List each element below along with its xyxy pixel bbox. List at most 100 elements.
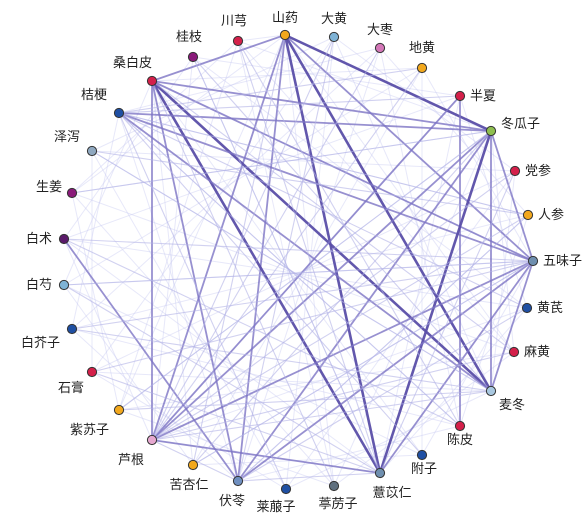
node-label-baishao: 白芍 <box>26 277 52 293</box>
edge-sangbaipi-maidong <box>151 80 492 392</box>
edge-chenpi-baizhu <box>63 238 461 427</box>
node-label-zexie: 泽泻 <box>54 130 80 145</box>
edge-shanyao-yiyiren <box>283 34 382 474</box>
faint-edge <box>71 112 120 330</box>
edge-renshen-lugen <box>151 214 529 441</box>
faint-edge <box>421 67 534 262</box>
node-label-sangbaipi: 桑白皮 <box>113 55 152 71</box>
edge-sangbaipi-dongguazi <box>151 80 492 132</box>
node-label-shanyao: 山药 <box>272 11 298 26</box>
edge-shanyao-maidong <box>283 34 493 392</box>
faint-edge <box>91 36 335 152</box>
edge-baizhu-fuling <box>63 238 239 482</box>
faint-edge <box>91 36 335 373</box>
edge-baishao-wuweizi <box>63 260 534 286</box>
faint-edge <box>71 328 239 482</box>
edge-baijiezi-wuweizi <box>71 260 534 330</box>
edge-shanyao-sangbaipi <box>151 34 286 82</box>
node-huangqi[interactable] <box>521 302 533 314</box>
edge-wuweizi-maidong <box>490 260 534 392</box>
faint-edge <box>490 170 516 392</box>
edge-dahuang-fuling <box>237 36 335 482</box>
faint-edge <box>63 80 153 286</box>
edge-dongguazi-lugen <box>151 130 492 441</box>
node-sangbaipi[interactable] <box>146 75 158 87</box>
node-label-baizhu: 白术 <box>26 231 52 247</box>
edge-jiegeng-maidong <box>118 112 492 392</box>
node-banxia[interactable] <box>454 90 466 102</box>
node-guizhi[interactable] <box>187 51 199 63</box>
faint-edge <box>118 409 335 487</box>
edge-kuxingren-dongguazi <box>192 130 492 466</box>
node-dongguazi[interactable] <box>485 125 497 137</box>
node-label-mahuang: 麻黄 <box>524 345 550 360</box>
node-jiegeng[interactable] <box>113 107 125 119</box>
node-shanyao[interactable] <box>279 29 291 41</box>
node-shengjiang[interactable] <box>66 187 78 199</box>
edge-shanyao-lugen <box>151 34 286 441</box>
node-baishao[interactable] <box>58 279 70 291</box>
faint-edge <box>63 238 381 474</box>
node-zexie[interactable] <box>86 145 98 157</box>
node-dangshen[interactable] <box>509 165 521 177</box>
faint-edge <box>91 150 516 172</box>
edge-yiyiren-lugen <box>151 439 381 474</box>
node-dihuang[interactable] <box>416 62 428 74</box>
faint-edge <box>192 454 423 466</box>
node-label-dangshen: 党参 <box>525 163 551 179</box>
node-laifuzi[interactable] <box>280 483 292 495</box>
node-zisuzi[interactable] <box>113 404 125 416</box>
edge-jiegeng-wuweizi <box>118 112 534 262</box>
edge-wuweizi-yiyiren <box>379 260 534 474</box>
node-label-lugen: 芦根 <box>118 453 144 468</box>
faint-edge <box>333 36 492 392</box>
node-baijiezi[interactable] <box>66 323 78 335</box>
faint-edge <box>63 67 423 286</box>
edge-zexie-renshen <box>91 150 529 216</box>
edge-chuanxiong-yiyiren <box>237 40 381 474</box>
node-chenpi[interactable] <box>454 420 466 432</box>
node-renshen[interactable] <box>522 209 534 221</box>
node-fuling[interactable] <box>232 475 244 487</box>
faint-edge <box>151 307 528 441</box>
faint-edge <box>379 307 528 474</box>
edge-tinglizi-sangbaipi <box>151 80 335 487</box>
faint-edge <box>71 40 239 194</box>
faint-edge <box>91 150 287 490</box>
faint-edge <box>91 371 492 392</box>
node-fuzi[interactable] <box>416 449 428 461</box>
edge-banxia-jiegeng <box>118 95 461 114</box>
node-label-dihuang: 地黄 <box>409 41 435 56</box>
faint-edge <box>118 351 515 411</box>
edge-dongguazi-fuling <box>237 130 492 482</box>
node-maidong[interactable] <box>485 385 497 397</box>
node-label-kuxingren: 苦杏仁 <box>169 477 208 493</box>
node-wuweizi[interactable] <box>527 255 539 267</box>
edge-mahuang-sangbaipi <box>151 80 515 353</box>
node-lugen[interactable] <box>146 434 158 446</box>
edge-mahuang-lugen <box>151 351 515 441</box>
faint-edge <box>379 95 461 474</box>
edge-guizhi-maidong <box>192 56 492 392</box>
faint-edge <box>118 34 286 411</box>
node-label-dongguazi: 冬瓜子 <box>501 116 540 132</box>
node-shigao[interactable] <box>86 366 98 378</box>
node-label-wuweizi: 五味子 <box>543 254 582 269</box>
faint-edge <box>285 390 492 490</box>
node-dazao[interactable] <box>374 42 386 54</box>
edge-baishao-yiyiren <box>63 284 381 474</box>
node-mahuang[interactable] <box>508 346 520 358</box>
node-label-maidong: 麦冬 <box>499 397 525 413</box>
edge-kuxingren-wuweizi <box>192 260 534 466</box>
edge-dangshen-lugen <box>151 170 516 441</box>
node-chuanxiong[interactable] <box>232 35 244 47</box>
node-yiyiren[interactable] <box>374 467 386 479</box>
node-dahuang[interactable] <box>328 31 340 43</box>
node-baizhu[interactable] <box>58 233 70 245</box>
faint-edge <box>151 67 423 82</box>
node-kuxingren[interactable] <box>187 459 199 471</box>
node-tinglizi[interactable] <box>328 480 340 492</box>
edge-huangqi-fuling <box>237 307 528 482</box>
